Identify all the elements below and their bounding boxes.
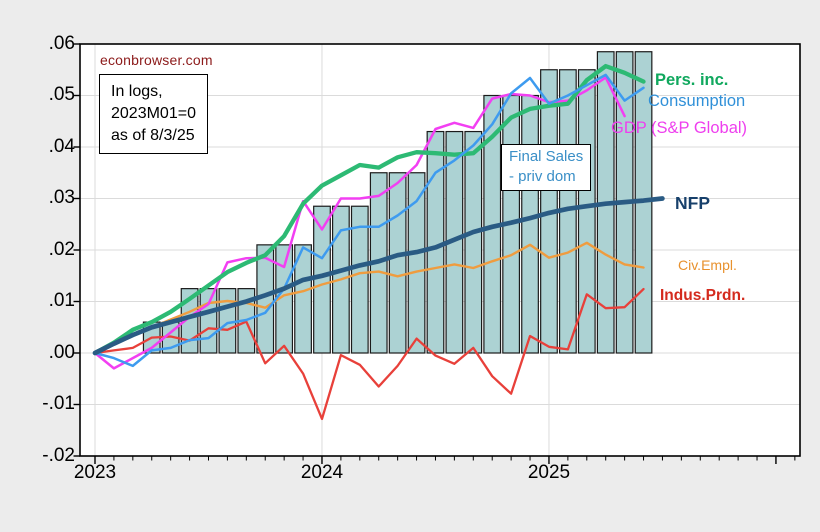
note-box: In logs, 2023M01=0 as of 8/3/25	[99, 74, 208, 154]
x-tick-label-2023: 2023	[73, 462, 117, 483]
y-tick-label: .04	[48, 136, 75, 157]
note-line-1: In logs,	[111, 83, 163, 100]
x-tick-label-2024: 2024	[300, 462, 344, 483]
note-line-3: as of 8/3/25	[111, 127, 195, 144]
y-tick-label: -.01	[42, 393, 75, 414]
y-tick-label: -.02	[42, 445, 75, 466]
series-label-consumption: Consumption	[648, 92, 746, 110]
y-tick-label: .06	[48, 33, 75, 54]
series-label-nfp: NFP	[675, 193, 710, 213]
series-label-civ-empl: Civ.Empl.	[678, 257, 737, 273]
final-sales-line-1: Final Sales	[509, 148, 584, 165]
y-tick-label: .00	[48, 342, 75, 363]
series-label-indus-prdn: Indus.Prdn.	[660, 287, 746, 304]
series-label-pers-inc: Pers. inc.	[655, 71, 729, 89]
x-tick-label-2025: 2025	[527, 462, 571, 483]
y-tick-label: .02	[48, 239, 75, 260]
note-line-2: 2023M01=0	[111, 105, 196, 122]
final-sales-label-box: Final Sales - priv dom	[501, 144, 592, 191]
y-tick-label: .05	[48, 84, 75, 105]
watermark: econbrowser.com	[100, 52, 213, 68]
y-tick-label: .03	[48, 187, 75, 208]
series-label-gdp: GDP (S&P Global)	[611, 119, 748, 137]
final-sales-line-2: - priv dom	[509, 168, 576, 185]
y-tick-label: .01	[48, 290, 75, 311]
